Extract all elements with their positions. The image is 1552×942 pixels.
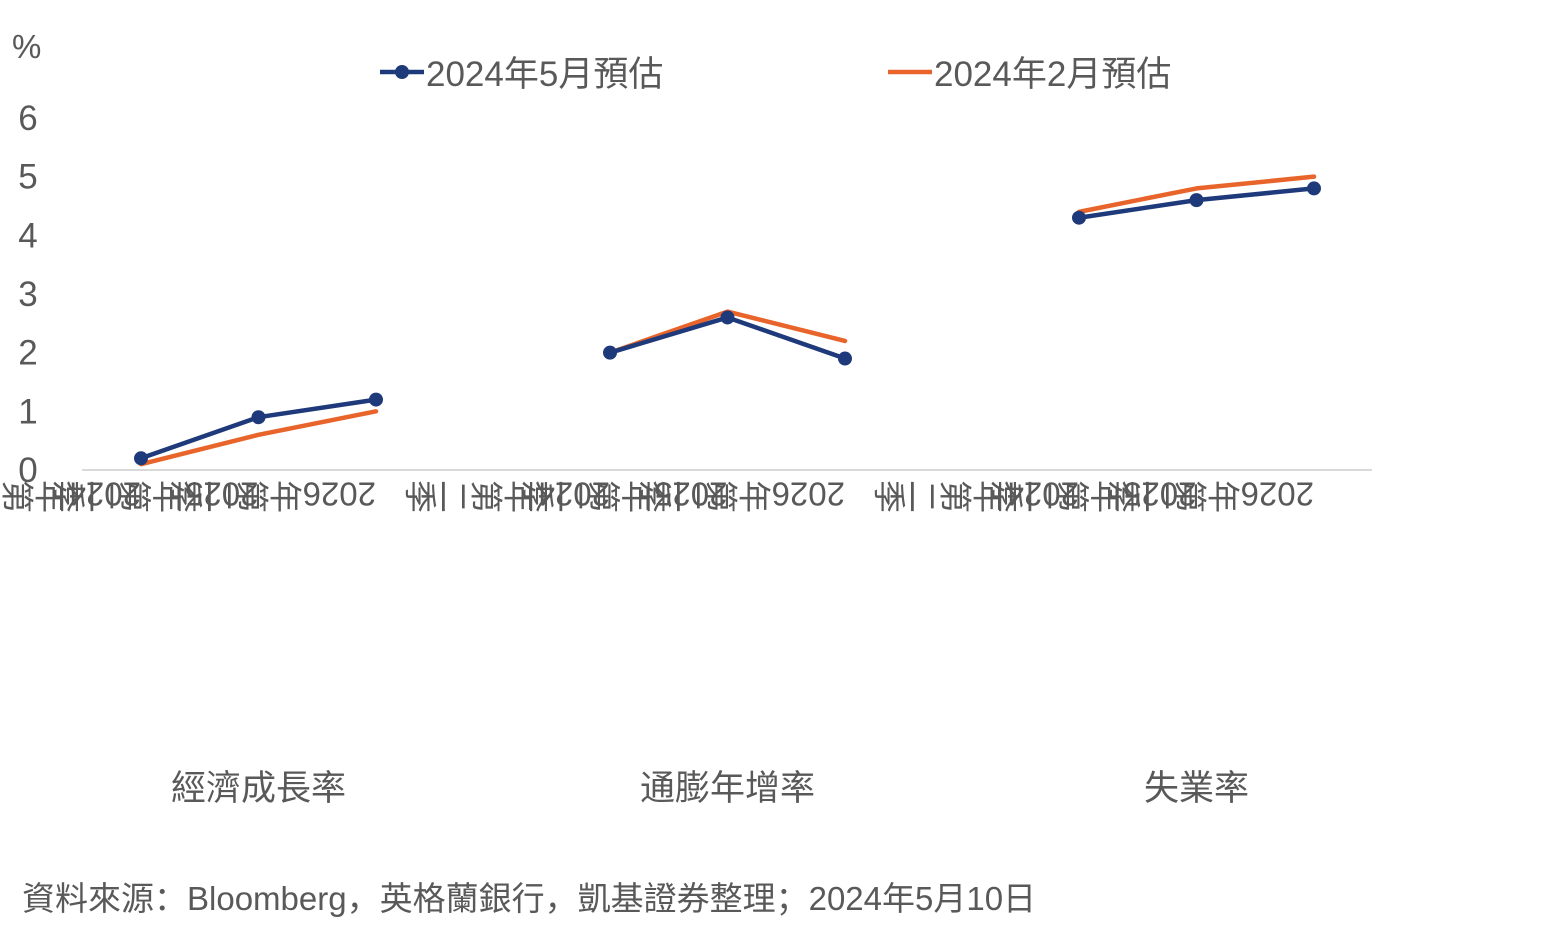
- x-category-label: 2024年第二季: [0, 476, 141, 513]
- source-note: 資料來源：Bloomberg，英格蘭銀行，凱基證券整理；2024年5月10日: [22, 880, 1037, 917]
- y-tick-label: 0: [18, 451, 37, 490]
- y-axis-unit-label: %: [12, 28, 41, 65]
- y-tick-label: 5: [18, 158, 37, 197]
- data-point: [603, 345, 617, 360]
- y-tick-label: 1: [18, 392, 37, 431]
- data-point: [838, 351, 852, 366]
- legend-label: 2024年5月預估: [426, 55, 663, 94]
- x-group-label: 通膨年增率: [640, 769, 815, 808]
- data-point: [720, 310, 735, 325]
- y-tick-label: 4: [18, 216, 37, 255]
- x-category-label: 2026年第二季: [1109, 476, 1314, 513]
- x-group-label: 經濟成長率: [171, 769, 346, 808]
- x-category-label: 2025年第二季: [53, 476, 258, 513]
- data-point: [251, 410, 266, 425]
- data-point: [134, 451, 148, 466]
- data-point: [1189, 193, 1204, 208]
- line-chart: %01234562024年第二季2025年第二季2026年第二季經濟成長率202…: [0, 28, 1372, 808]
- data-point: [1072, 210, 1086, 225]
- x-category-label: 2024年第二季: [874, 476, 1079, 513]
- x-category-label: 2026年第二季: [171, 476, 376, 513]
- y-tick-label: 3: [18, 275, 37, 314]
- legend-label: 2024年2月預估: [934, 55, 1171, 94]
- series-line: [1076, 174, 1317, 215]
- y-tick-label: 2: [18, 334, 37, 373]
- x-category-label: 2026年第二季: [640, 476, 845, 513]
- y-tick-label: 6: [18, 99, 37, 138]
- series-line: [138, 397, 379, 461]
- data-point: [369, 392, 383, 407]
- x-category-label: 2025年第二季: [991, 476, 1196, 513]
- x-group-label: 失業率: [1144, 769, 1249, 808]
- series-line: [138, 409, 379, 467]
- x-category-label: 2025年第二季: [522, 476, 727, 513]
- data-point: [1307, 181, 1321, 196]
- legend-swatch-marker: [395, 65, 409, 79]
- x-category-label: 2024年第二季: [405, 476, 610, 513]
